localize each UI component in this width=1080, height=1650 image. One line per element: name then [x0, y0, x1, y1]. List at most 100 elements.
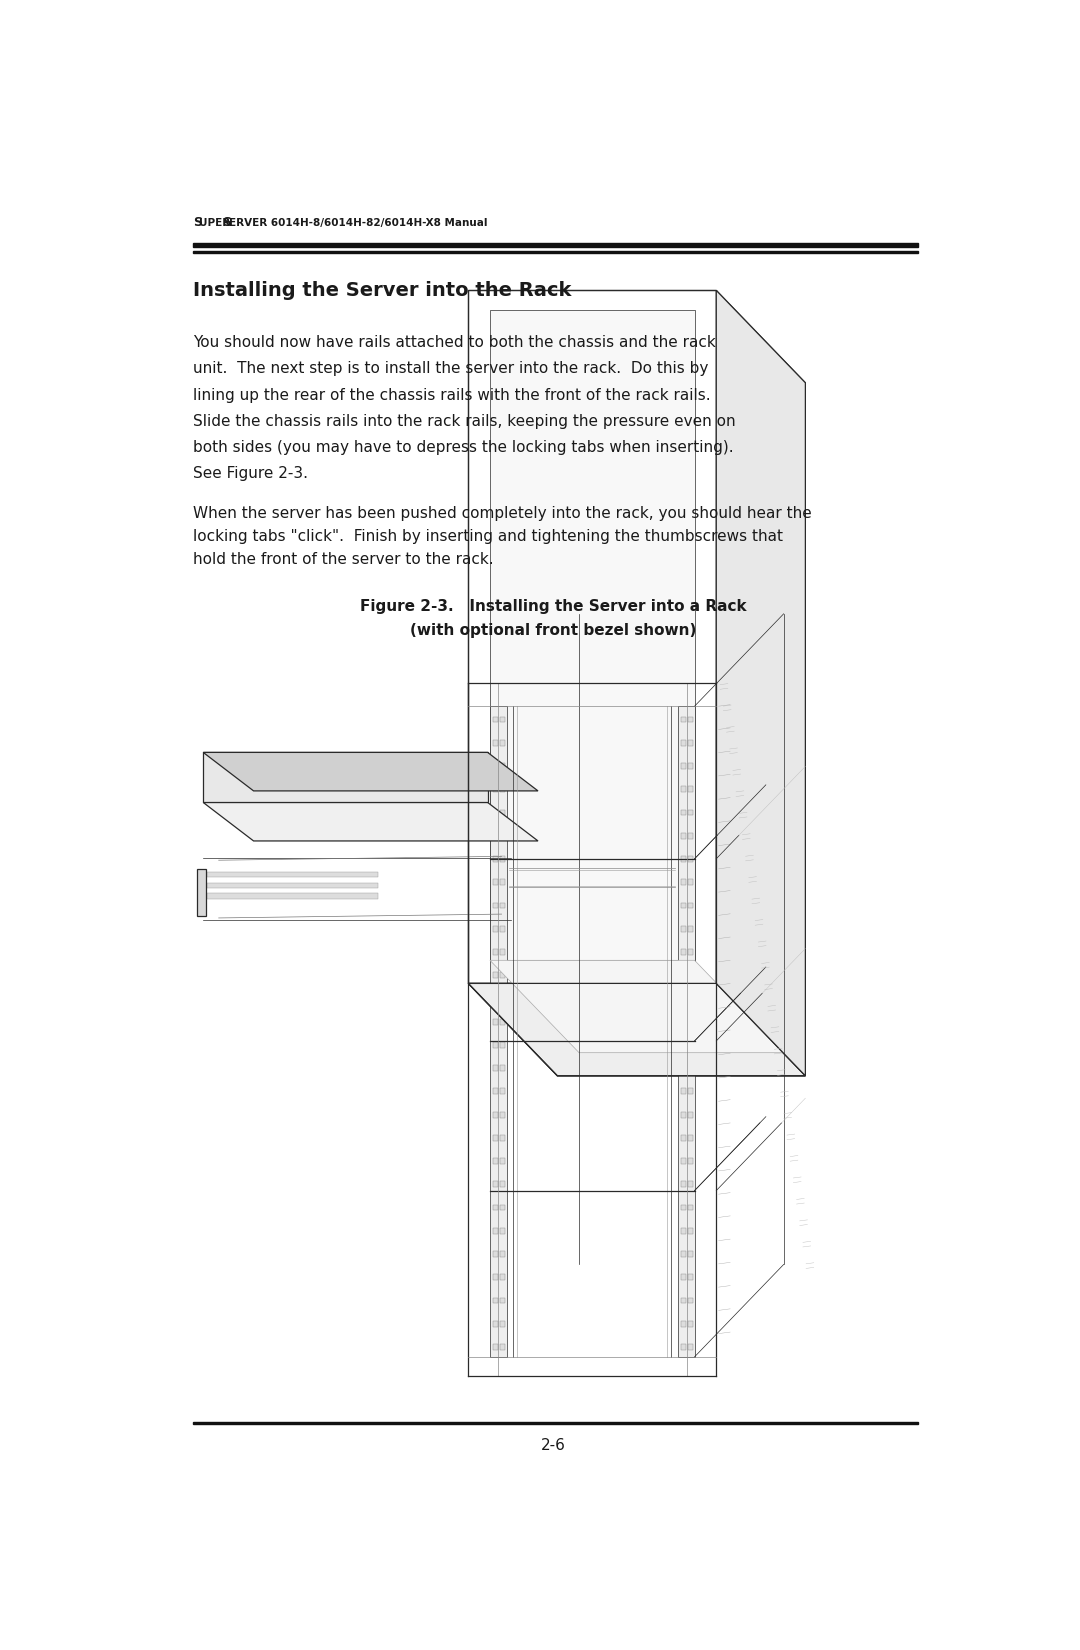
Bar [494, 764, 499, 769]
Bar [680, 926, 686, 932]
Bar [500, 1204, 505, 1211]
Bar [688, 949, 693, 955]
Bar [688, 1018, 693, 1025]
Bar [494, 1112, 499, 1117]
Bar [494, 1322, 499, 1327]
Bar [494, 1181, 499, 1188]
Bar [494, 879, 499, 884]
Bar [680, 1112, 686, 1117]
Bar [680, 903, 686, 909]
Bar [688, 903, 693, 909]
Text: Slide the chassis rails into the rack rails, keeping the pressure even on: Slide the chassis rails into the rack ra… [193, 414, 735, 429]
Bar [494, 1274, 499, 1280]
Bar [494, 1066, 499, 1071]
Bar [500, 1043, 505, 1048]
Bar [494, 787, 499, 792]
Bar [500, 833, 505, 838]
Bar [494, 1158, 499, 1163]
Bar [688, 1322, 693, 1327]
Bar [494, 833, 499, 838]
Bar [500, 1251, 505, 1257]
Bar [680, 1135, 686, 1140]
Bar [680, 1204, 686, 1211]
Bar [688, 879, 693, 884]
Bar [500, 787, 505, 792]
Bar [500, 716, 505, 723]
Bar [680, 1228, 686, 1234]
Bar [207, 883, 378, 888]
Bar [500, 1181, 505, 1188]
Bar [494, 1043, 499, 1048]
Bar [688, 1112, 693, 1117]
Bar [500, 1112, 505, 1117]
Bar [500, 739, 505, 746]
Bar [680, 716, 686, 723]
Bar [680, 810, 686, 815]
Bar [680, 949, 686, 955]
Bar [500, 1274, 505, 1280]
Bar [688, 1297, 693, 1304]
Bar [500, 1297, 505, 1304]
Bar [494, 1228, 499, 1234]
Text: both sides (you may have to depress the locking tabs when inserting).: both sides (you may have to depress the … [193, 441, 733, 455]
Bar [494, 739, 499, 746]
Bar [688, 856, 693, 861]
Bar [688, 739, 693, 746]
Text: 2-6: 2-6 [541, 1437, 566, 1454]
Bar [680, 1089, 686, 1094]
Bar [688, 1274, 693, 1280]
Text: hold the front of the server to the rack.: hold the front of the server to the rack… [193, 553, 494, 568]
Polygon shape [469, 290, 716, 983]
Bar [688, 1158, 693, 1163]
Bar [680, 856, 686, 861]
Bar [500, 1228, 505, 1234]
Bar [688, 810, 693, 815]
Bar [688, 1135, 693, 1140]
Bar [193, 1422, 918, 1424]
Polygon shape [490, 310, 694, 960]
Bar [494, 1204, 499, 1211]
Bar [677, 706, 694, 1356]
Bar [680, 1322, 686, 1327]
Polygon shape [490, 960, 784, 1053]
Bar [688, 1089, 693, 1094]
Text: Installing the Server into the Rack: Installing the Server into the Rack [193, 280, 571, 300]
Text: S: S [193, 216, 202, 229]
Bar [500, 1018, 505, 1025]
Bar [688, 787, 693, 792]
Text: lining up the rear of the chassis rails with the front of the rack rails.: lining up the rear of the chassis rails … [193, 388, 711, 403]
Bar [688, 1228, 693, 1234]
Bar [680, 1066, 686, 1071]
Bar [688, 995, 693, 1002]
Bar [680, 764, 686, 769]
Bar [680, 739, 686, 746]
Bar [500, 1322, 505, 1327]
Bar [680, 1297, 686, 1304]
Text: When the server has been pushed completely into the rack, you should hear the: When the server has been pushed complete… [193, 507, 812, 521]
Bar [680, 1158, 686, 1163]
Bar [494, 949, 499, 955]
Bar [500, 879, 505, 884]
Bar [680, 833, 686, 838]
Bar [688, 833, 693, 838]
Bar [207, 871, 378, 878]
Text: See Figure 2-3.: See Figure 2-3. [193, 467, 308, 482]
Bar [193, 243, 918, 248]
Bar [494, 1018, 499, 1025]
Bar [680, 1181, 686, 1188]
Bar [688, 1251, 693, 1257]
Bar [688, 1181, 693, 1188]
Bar [680, 995, 686, 1002]
Bar [500, 856, 505, 861]
Bar [494, 903, 499, 909]
Bar [688, 1043, 693, 1048]
Text: locking tabs "click".  Finish by inserting and tightening the thumbscrews that: locking tabs "click". Finish by insertin… [193, 530, 783, 544]
Bar [494, 995, 499, 1002]
Text: (with optional front bezel shown): (with optional front bezel shown) [410, 624, 697, 639]
Bar [500, 972, 505, 978]
Polygon shape [203, 752, 488, 802]
Bar [680, 1043, 686, 1048]
Bar [494, 972, 499, 978]
Bar [494, 1345, 499, 1350]
Bar [197, 868, 206, 916]
